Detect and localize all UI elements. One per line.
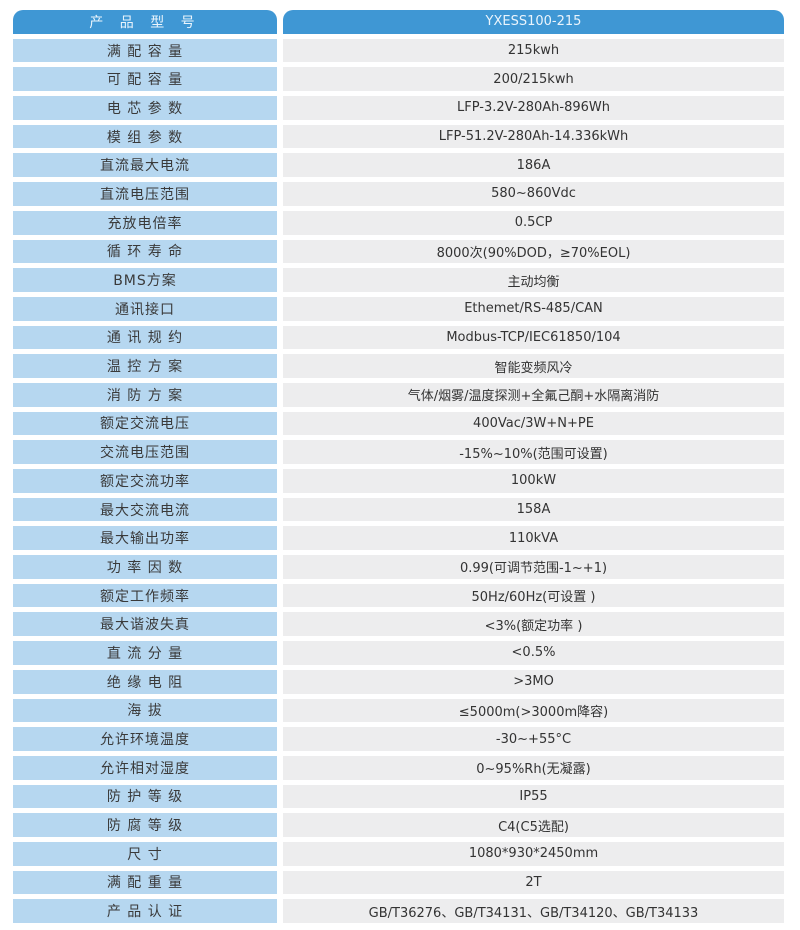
row-value: 50Hz/60Hz(可设置 ): [283, 583, 784, 608]
row-label: 最大交流电流: [13, 497, 277, 522]
row-label: 电 芯 参 数: [13, 96, 277, 120]
table-row: 温 控 方 案智能变频风冷: [13, 354, 784, 378]
table-row: 满 配 容 量 215kwh: [13, 38, 784, 63]
row-value: 200/215kwh: [283, 67, 784, 92]
table-row: 模 组 参 数 LFP-51.2V-280Ah-14.336kWh: [13, 124, 784, 149]
row-value: C4(C5选配): [283, 813, 784, 837]
row-label: 满 配 容 量: [13, 38, 277, 63]
table-row: 允许环境温度 -30~+55°C: [13, 727, 784, 751]
row-label: 海 拔: [13, 698, 277, 723]
row-label: 直流最大电流: [13, 153, 277, 178]
row-value: -30~+55°C: [283, 727, 784, 751]
row-label: 可 配 容 量: [13, 67, 277, 92]
row-value: IP55: [283, 784, 784, 809]
row-label: 直 流 分 量: [13, 641, 277, 665]
row-label: 尺 寸: [13, 841, 277, 866]
row-label: 绝 缘 电 阻: [13, 669, 277, 694]
row-label: 功 率 因 数: [13, 555, 277, 579]
table-row: 额定工作频率 50Hz/60Hz(可设置 ): [13, 583, 784, 608]
row-value: 智能变频风冷: [283, 354, 784, 378]
row-value: 2T: [283, 870, 784, 895]
row-value: <0.5%: [283, 641, 784, 665]
row-label: 额定工作频率: [13, 583, 277, 608]
table-row: 最大输出功率 110kVA: [13, 526, 784, 551]
row-label: 通讯接口: [13, 296, 277, 321]
spec-table: 产 品 型 号 YXESS100-215 满 配 容 量 215kwh 可 配 容…: [13, 10, 784, 928]
table-row: 通讯接口 Ethemet/RS-485/CAN: [13, 296, 784, 321]
row-label: 交流电压范围: [13, 440, 277, 464]
row-label: BMS方案: [13, 268, 277, 292]
table-row: 尺 寸 1080*930*2450mm: [13, 841, 784, 866]
row-value: 8000次(90%DOD，≥70%EOL): [283, 239, 784, 264]
row-value: LFP-3.2V-280Ah-896Wh: [283, 96, 784, 120]
table-row: 电 芯 参 数 LFP-3.2V-280Ah-896Wh: [13, 96, 784, 120]
row-value: <3%(额定功率 ): [283, 612, 784, 637]
table-row: 功 率 因 数 0.99(可调节范围-1~+1): [13, 555, 784, 579]
table-row: 最大交流电流 158A: [13, 497, 784, 522]
row-label: 通 讯 规 约: [13, 325, 277, 350]
table-row: 循 环 寿 命 8000次(90%DOD，≥70%EOL): [13, 239, 784, 264]
row-label: 满 配 重 量: [13, 870, 277, 895]
row-value: 158A: [283, 497, 784, 522]
row-value: 215kwh: [283, 38, 784, 63]
row-label: 额定交流功率: [13, 469, 277, 493]
table-header-row: 产 品 型 号 YXESS100-215: [13, 10, 784, 34]
row-label: 消 防 方 案: [13, 382, 277, 407]
table-row: 最大谐波失真 <3%(额定功率 ): [13, 612, 784, 637]
row-label: 允许相对湿度: [13, 755, 277, 780]
row-label: 充放电倍率: [13, 210, 277, 235]
row-value: -15%~10%(范围可设置): [283, 440, 784, 464]
table-row: 充放电倍率 0.5CP: [13, 210, 784, 235]
row-value: >3MO: [283, 669, 784, 694]
table-row: 直流电压范围 580~860Vdc: [13, 182, 784, 206]
row-value: 1080*930*2450mm: [283, 841, 784, 866]
table-row: 绝 缘 电 阻 >3MO: [13, 669, 784, 694]
table-row: 额定交流电压 400Vac/3W+N+PE: [13, 411, 784, 436]
table-row: 防 护 等 级 IP55: [13, 784, 784, 809]
table-row: 直流最大电流 186A: [13, 153, 784, 178]
row-label: 循 环 寿 命: [13, 239, 277, 264]
row-value: 400Vac/3W+N+PE: [283, 411, 784, 436]
row-label: 额定交流电压: [13, 411, 277, 436]
table-row: 额定交流功率 100kW: [13, 469, 784, 493]
row-label: 产 品 认 证: [13, 899, 277, 923]
row-value: 主动均衡: [283, 268, 784, 292]
row-value: 100kW: [283, 469, 784, 493]
table-row: 可 配 容 量 200/215kwh: [13, 67, 784, 92]
row-value: Ethemet/RS-485/CAN: [283, 296, 784, 321]
table-row: 交流电压范围 -15%~10%(范围可设置): [13, 440, 784, 464]
table-row: BMS方案 主动均衡: [13, 268, 784, 292]
row-value: 580~860Vdc: [283, 182, 784, 206]
table-row: 产 品 认 证 GB/T36276、GB/T34131、GB/T34120、GB/…: [13, 899, 784, 923]
row-value: 0.5CP: [283, 210, 784, 235]
row-label: 防 腐 等 级: [13, 813, 277, 837]
row-value: 110kVA: [283, 526, 784, 551]
row-label: 模 组 参 数: [13, 124, 277, 149]
row-label: 最大输出功率: [13, 526, 277, 551]
row-value: LFP-51.2V-280Ah-14.336kWh: [283, 124, 784, 149]
row-label: 防 护 等 级: [13, 784, 277, 809]
row-value: Modbus-TCP/IEC61850/104: [283, 325, 784, 350]
row-label: 最大谐波失真: [13, 612, 277, 637]
row-value: ≤5000m(>3000m降容): [283, 698, 784, 723]
table-row: 直 流 分 量 <0.5%: [13, 641, 784, 665]
header-model-value: YXESS100-215: [283, 10, 784, 34]
row-label: 直流电压范围: [13, 182, 277, 206]
header-label: 产 品 型 号: [13, 10, 277, 34]
row-value: 0~95%Rh(无凝露): [283, 755, 784, 780]
row-value: 气体/烟雾/温度探测+全氟己酮+水隔离消防: [283, 382, 784, 407]
table-row: 消 防 方 案气体/烟雾/温度探测+全氟己酮+水隔离消防: [13, 382, 784, 407]
row-value: GB/T36276、GB/T34131、GB/T34120、GB/T34133: [283, 899, 784, 923]
row-label: 温 控 方 案: [13, 354, 277, 378]
table-row: 海 拔 ≤5000m(>3000m降容): [13, 698, 784, 723]
table-row: 允许相对湿度 0~95%Rh(无凝露): [13, 755, 784, 780]
table-row: 通 讯 规 约 Modbus-TCP/IEC61850/104: [13, 325, 784, 350]
row-value: 186A: [283, 153, 784, 178]
row-value: 0.99(可调节范围-1~+1): [283, 555, 784, 579]
table-row: 防 腐 等 级 C4(C5选配): [13, 813, 784, 837]
table-row: 满 配 重 量 2T: [13, 870, 784, 895]
row-label: 允许环境温度: [13, 727, 277, 751]
